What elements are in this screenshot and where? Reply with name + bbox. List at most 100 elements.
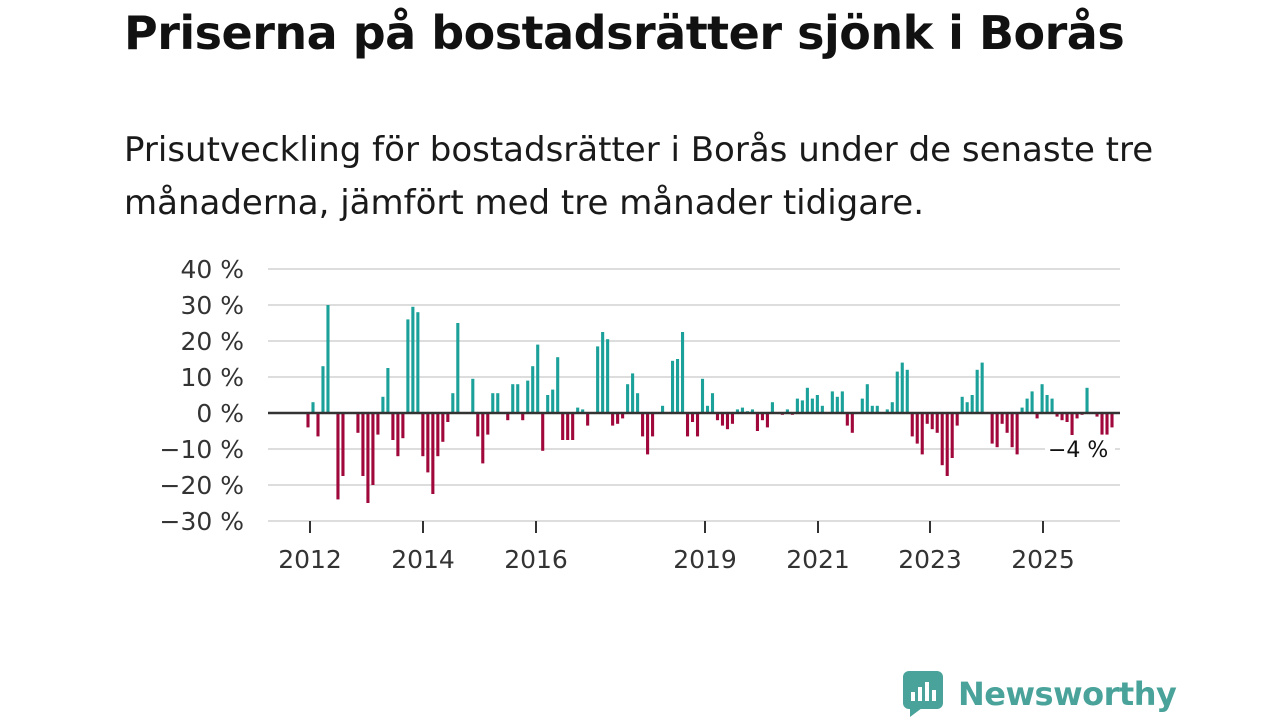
bar: [845, 413, 849, 426]
bar: [770, 402, 774, 413]
bar: [471, 378, 475, 413]
bar: [381, 396, 385, 413]
bar: [651, 413, 655, 437]
bar: [511, 384, 515, 413]
bar: [1035, 413, 1039, 419]
bar: [456, 323, 460, 413]
bar: [486, 413, 490, 435]
bar: [1095, 413, 1099, 417]
bar: [411, 306, 415, 413]
bar: [326, 305, 330, 413]
bar: [421, 413, 425, 457]
y-tick-label: 40 %: [180, 255, 244, 284]
bar: [391, 413, 395, 440]
bar: [491, 393, 495, 413]
end-label-background: [1045, 435, 1115, 465]
bar: [685, 413, 690, 437]
bar: [626, 384, 630, 413]
bar: [336, 413, 340, 500]
bar: [860, 398, 864, 413]
bar: [690, 413, 695, 422]
bar: [755, 413, 759, 431]
bar: [516, 384, 520, 413]
bar: [740, 407, 745, 413]
y-tick-label: 20 %: [180, 327, 244, 356]
bar: [1100, 413, 1104, 435]
bar: [311, 402, 315, 413]
bar: [960, 396, 964, 413]
bar: [406, 319, 410, 413]
x-tick-label: 2014: [391, 545, 455, 574]
bar: [965, 402, 969, 413]
bar: [1085, 387, 1089, 413]
bar: [900, 362, 904, 413]
bar: [835, 396, 839, 413]
brand-name: Newsworthy: [958, 675, 1177, 713]
bar: [820, 405, 824, 413]
bar: [905, 369, 909, 413]
bar: [715, 413, 720, 421]
bar: [581, 409, 585, 413]
bar: [601, 332, 605, 413]
bar: [321, 366, 325, 413]
bar: [955, 413, 959, 426]
bar: [970, 395, 974, 413]
bar: [865, 384, 869, 413]
bar: [566, 413, 570, 440]
bar: [1030, 391, 1034, 413]
bar: [556, 357, 560, 413]
bar: [1050, 398, 1054, 413]
newsworthy-logo-icon: [903, 671, 943, 717]
bar: [950, 413, 954, 458]
end-value-label: −4 %: [1048, 438, 1108, 463]
bar: [371, 413, 375, 485]
bar: [765, 413, 769, 428]
chart-title: Priserna på bostadsrätter sjönk i Borås: [124, 6, 1125, 60]
bar: [995, 413, 999, 448]
bar: [785, 409, 789, 413]
x-tick-label: 2019: [673, 545, 737, 574]
x-tick-label: 2012: [278, 545, 342, 574]
bar: [1055, 413, 1059, 417]
bar: [426, 413, 430, 473]
bar: [401, 413, 405, 439]
bar: [546, 395, 550, 413]
bar: [920, 413, 924, 455]
bar: [945, 413, 949, 476]
bar: [551, 389, 555, 413]
bar: [910, 413, 914, 437]
bar: [925, 413, 929, 424]
bar: [416, 312, 420, 413]
bar: [316, 413, 320, 437]
bar: [680, 332, 685, 413]
bar: [496, 393, 500, 413]
bar: [576, 407, 580, 413]
bar: [636, 393, 640, 413]
labels: 40 % 30 % 20 % 10 % 0 % −10 % −20 % −30 % 2012 20…: [160, 255, 1115, 574]
axes: [268, 411, 1120, 533]
bar: [890, 402, 894, 413]
bar: [935, 413, 939, 433]
bar: [541, 413, 545, 451]
bar: [526, 380, 530, 413]
bar: [596, 346, 600, 413]
bar: [720, 413, 725, 426]
bar: [695, 413, 700, 437]
bar: [606, 339, 610, 413]
bar: [850, 413, 854, 433]
bar: [990, 413, 994, 444]
bar: [840, 391, 844, 413]
bar: [675, 359, 680, 413]
chart-subtitle: Prisutveckling för bostadsrätter i Borås…: [124, 130, 1154, 223]
bar: [1065, 413, 1069, 422]
bar: [361, 413, 365, 476]
bar: [521, 413, 525, 421]
bar: [980, 362, 984, 413]
bar: [661, 405, 665, 413]
bar: [561, 413, 565, 440]
x-tick-label: 2023: [898, 545, 962, 574]
bar: [341, 413, 345, 476]
bar: [306, 413, 310, 428]
bar: [431, 413, 435, 494]
